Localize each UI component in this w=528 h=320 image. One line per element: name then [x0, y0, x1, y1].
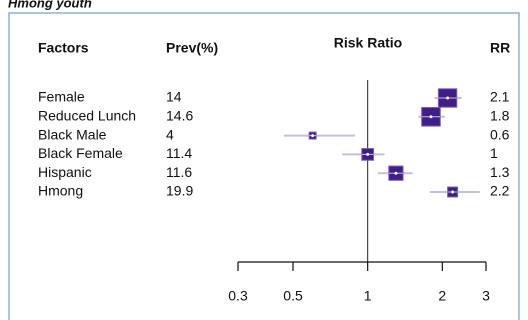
- row-label: Hispanic: [38, 164, 92, 180]
- x-tick-label: 2: [438, 288, 446, 304]
- row-label: Reduced Lunch: [38, 108, 136, 124]
- estimate-dot: [451, 190, 455, 194]
- header-rr: RR: [490, 40, 510, 56]
- prev-value: 14: [166, 89, 182, 105]
- estimate-dot: [394, 171, 398, 175]
- header-prev: Prev(%): [166, 40, 218, 56]
- header-factors: Factors: [38, 40, 89, 56]
- x-tick-label: 1: [364, 288, 372, 304]
- prev-value: 11.6: [166, 164, 192, 180]
- estimate-dot: [366, 152, 370, 156]
- row-label: Black Male: [38, 126, 107, 142]
- prev-value: 11.4: [166, 145, 192, 161]
- rr-value: 2.1: [490, 89, 510, 105]
- caption: Hmong youth: [8, 0, 92, 10]
- row-label: Black Female: [38, 145, 123, 161]
- estimate-dot: [311, 134, 315, 138]
- rr-value: 0.6: [490, 126, 510, 142]
- estimate-dot: [429, 115, 433, 119]
- row-label: Hmong: [38, 183, 83, 199]
- rr-value: 1.8: [490, 108, 510, 124]
- header-plot: Risk Ratio: [334, 35, 402, 51]
- prev-value: 4: [166, 126, 174, 142]
- prev-value: 19.9: [166, 183, 193, 199]
- estimate-dot: [446, 96, 450, 100]
- x-tick-label: 3: [482, 288, 490, 304]
- x-tick-label: 0.5: [283, 288, 303, 304]
- rr-value: 1: [490, 145, 498, 161]
- panel-border: [8, 12, 520, 320]
- rr-value: 1.3: [490, 164, 510, 180]
- row-label: Female: [38, 89, 85, 105]
- rr-value: 2.2: [490, 183, 510, 199]
- prev-value: 14.6: [166, 108, 193, 124]
- x-tick-label: 0.3: [228, 288, 248, 304]
